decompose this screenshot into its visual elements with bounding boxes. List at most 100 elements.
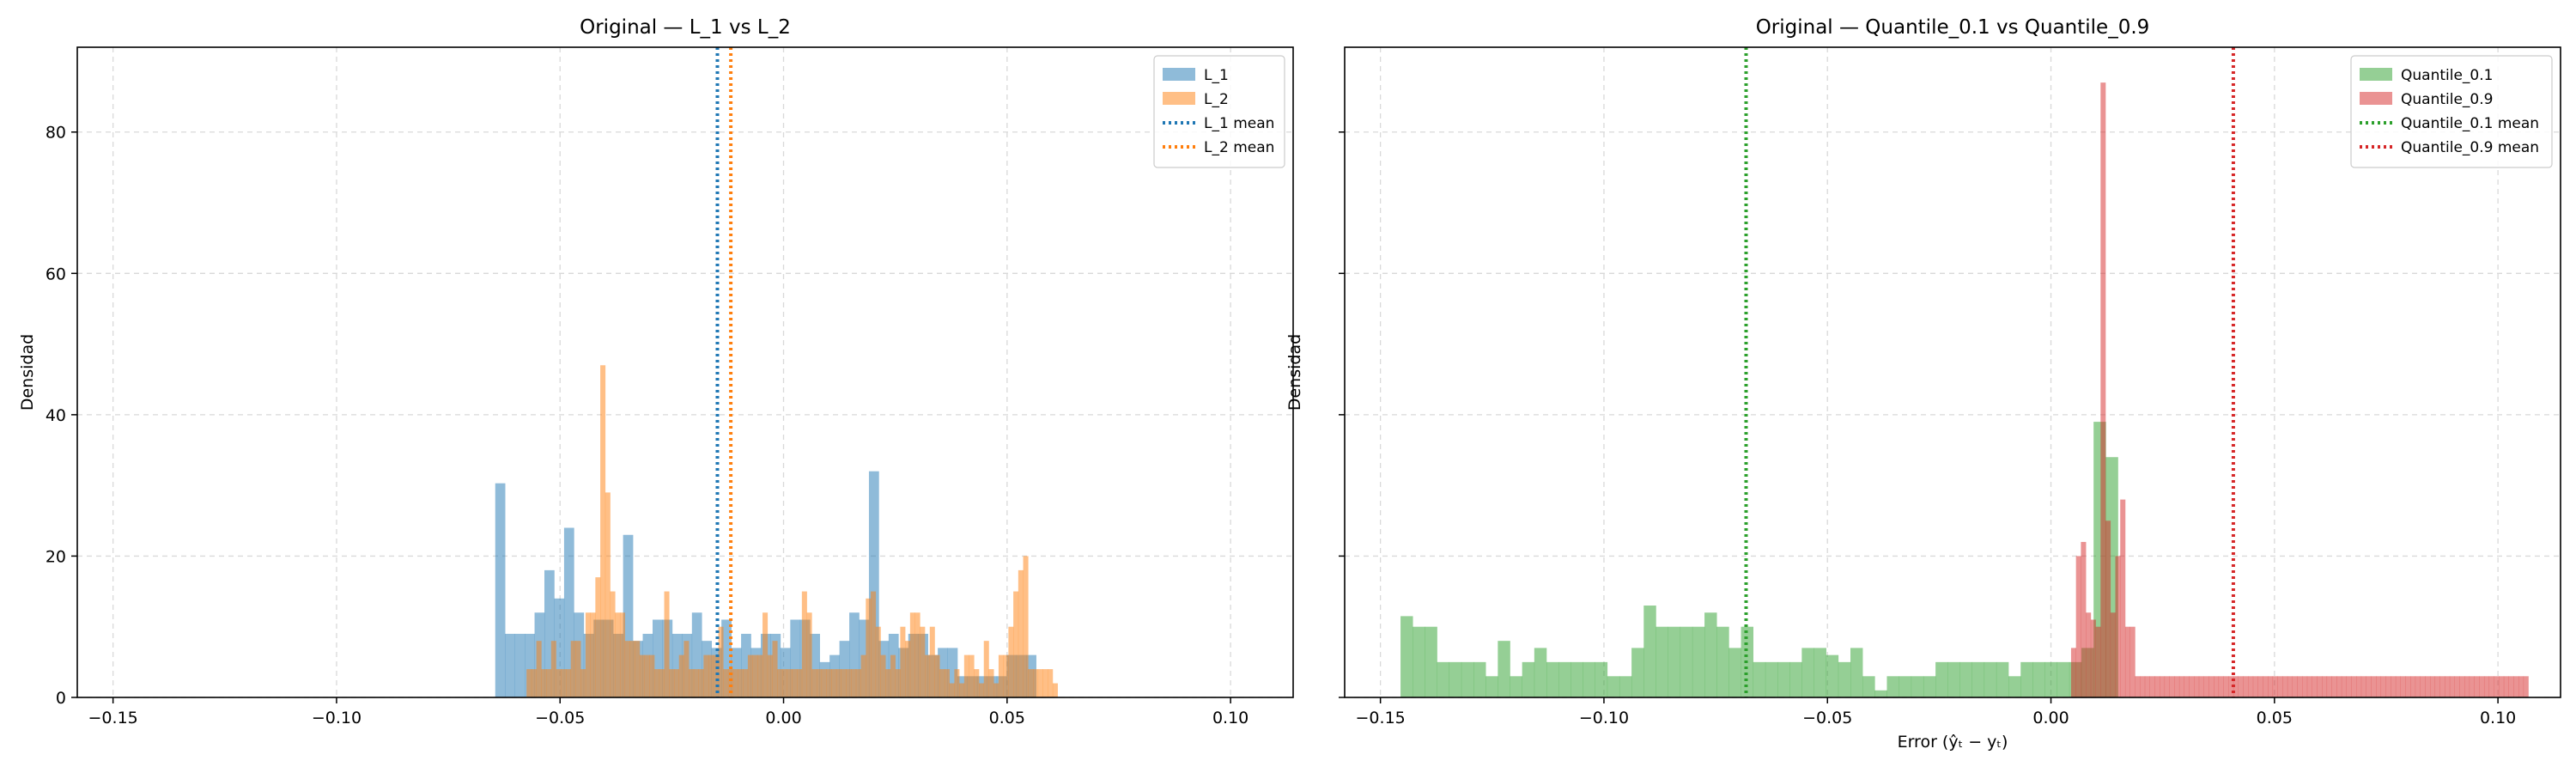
y-axis-label: Densidad — [18, 334, 37, 411]
y-tick-label: 60 — [46, 265, 66, 283]
histogram-bar — [1607, 676, 1620, 697]
histogram-bar — [738, 669, 744, 697]
histogram-bar — [2302, 676, 2308, 697]
histogram-bar — [1838, 661, 1851, 697]
histogram-bar — [2268, 676, 2274, 697]
histogram-bar — [2070, 648, 2076, 697]
histogram-bar — [2282, 676, 2288, 697]
y-tick-label: 40 — [46, 406, 66, 425]
histogram-bar — [929, 626, 935, 697]
histogram-bar — [2360, 676, 2366, 697]
histogram-bar — [806, 612, 812, 697]
histogram-bar — [563, 527, 574, 697]
histogram-bar — [1692, 626, 1705, 697]
series-L_2 — [526, 365, 1058, 697]
histogram-bar — [2312, 676, 2318, 697]
chart-title: Original — L_1 vs L_2 — [580, 16, 791, 39]
histogram-bar — [849, 612, 860, 697]
histogram-bar — [2449, 676, 2455, 697]
x-tick-label: 0.05 — [2257, 709, 2293, 727]
histogram-bar — [689, 669, 695, 697]
x-tick-label: −0.10 — [1579, 709, 1629, 727]
histogram-bar — [1042, 669, 1048, 697]
histogram-bar — [1461, 661, 1474, 697]
histogram-bar — [905, 641, 911, 697]
legend: Quantile_0.1 Quantile_0.9 Quantile_0.1 mea… — [2350, 55, 2553, 168]
histogram-bar — [1886, 676, 1899, 697]
histogram-bar — [2454, 676, 2460, 697]
histogram-bar — [732, 669, 738, 697]
histogram-bar — [2194, 676, 2200, 697]
histogram-bar — [797, 669, 803, 697]
histogram-bar — [741, 633, 751, 697]
histogram-bar — [2120, 499, 2126, 697]
histogram-bar — [2523, 676, 2529, 697]
histogram-bar — [979, 683, 985, 697]
histogram-bar — [600, 365, 606, 697]
x-tick-label: 0.00 — [765, 709, 801, 727]
histogram-bar — [580, 669, 586, 697]
legend-label: Quantile_0.9 mean — [2401, 139, 2539, 156]
histogram-bar — [934, 654, 940, 697]
histogram-bar — [855, 669, 861, 697]
histogram-bar — [2395, 676, 2401, 697]
histogram-bar — [914, 612, 920, 697]
histogram-bar — [1935, 661, 1948, 697]
x-tick-label: −0.10 — [312, 709, 361, 727]
histogram-bar — [649, 654, 655, 697]
histogram-bar — [1923, 676, 1936, 697]
histogram-bar — [2445, 676, 2451, 697]
histogram-bar — [1619, 676, 1632, 697]
histogram-bar — [762, 612, 769, 697]
histogram-bar — [2415, 676, 2421, 697]
histogram-bar — [2095, 626, 2101, 697]
histogram-bar — [585, 612, 591, 697]
histogram-bar — [570, 641, 576, 697]
histogram-bar — [787, 669, 793, 697]
histogram-bar — [1814, 648, 1826, 697]
histogram-bar — [963, 654, 969, 697]
histogram-bar — [2203, 676, 2209, 697]
histogram-bar — [2154, 676, 2160, 697]
legend-label: Quantile_0.1 mean — [2401, 115, 2539, 132]
histogram-bar — [1789, 661, 1802, 697]
grid — [77, 47, 1293, 698]
histogram-bar — [2140, 676, 2146, 697]
histogram-bar — [1485, 676, 1498, 697]
histogram-bar — [653, 619, 663, 697]
histogram-bar — [723, 669, 729, 697]
histogram-bar — [2385, 676, 2391, 697]
histogram-bar — [2257, 676, 2263, 697]
histogram-bar — [1425, 626, 1437, 697]
histogram-bar — [949, 683, 955, 697]
histogram-bar — [1571, 661, 1583, 697]
histogram-bar — [2376, 676, 2382, 697]
histogram-bar — [2135, 676, 2141, 697]
y-tick-label: 0 — [56, 689, 66, 708]
histogram-bar — [678, 654, 684, 697]
histogram-bar — [566, 669, 572, 697]
histogram-bar — [2075, 556, 2081, 697]
histogram-bar — [691, 612, 702, 697]
histogram-bar — [2371, 676, 2377, 697]
histogram-bar — [1546, 661, 1559, 697]
histogram-bar — [2508, 676, 2514, 697]
histogram-bar — [639, 654, 645, 697]
histogram-bar — [2248, 676, 2254, 697]
histogram-bar — [2032, 661, 2045, 697]
histogram-bar — [1728, 648, 1741, 697]
histogram-bar — [1899, 676, 1912, 697]
histogram-bar — [860, 654, 866, 697]
histogram-bar — [1510, 676, 1522, 697]
histogram-bar — [1498, 641, 1510, 697]
histogram-bar — [629, 641, 635, 697]
histogram-bar — [1716, 626, 1729, 697]
histogram-bar — [2494, 676, 2500, 697]
histogram-bar — [2214, 676, 2220, 697]
histogram-bar — [2479, 676, 2485, 697]
histogram-bar — [1534, 648, 1547, 697]
histogram-bar — [1033, 669, 1039, 697]
histogram-bar — [505, 633, 515, 697]
x-tick-label: 0.10 — [1212, 709, 1249, 727]
histogram-bar — [525, 633, 535, 697]
